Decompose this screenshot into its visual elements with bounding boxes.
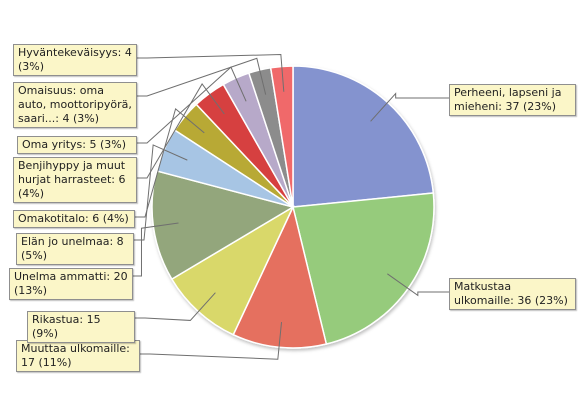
slice-label-omaisuus: Omaisuus: oma auto, moottoripyörä, saari… xyxy=(13,82,137,128)
leader-line-unelma-ammatti xyxy=(133,222,179,277)
slice-label-muuttaa: Muuttaa ulkomaille: 17 (11%) xyxy=(16,340,140,372)
leader-line-oma-yritys xyxy=(137,66,247,144)
slice-label-omakotitalo: Omakotitalo: 6 (4%) xyxy=(13,210,135,228)
leader-line-omakotitalo xyxy=(135,108,205,218)
slice-label-hyvantekevaisyys: Hyväntekeväisyys: 4 (3%) xyxy=(13,44,137,76)
slice-label-perheeni: Perheeni, lapseni ja mieheni: 37 (23%) xyxy=(449,84,576,116)
leader-line-muuttaa xyxy=(140,321,283,360)
leader-line-hyvantekevaisyys xyxy=(137,53,285,92)
leader-line-perheeni xyxy=(370,92,449,122)
leader-line-omaisuus xyxy=(137,57,267,97)
slice-label-oma-yritys: Oma yritys: 5 (3%) xyxy=(17,136,137,154)
leader-line-rikastua xyxy=(135,292,216,321)
slice-label-elan-jo-unelmaa: Elän jo unelmaa: 8 (5%) xyxy=(16,233,134,265)
pie-slices xyxy=(151,65,435,349)
leader-line-benjihyppy xyxy=(137,83,225,179)
slice-label-rikastua: Rikastua: 15 (9%) xyxy=(27,311,135,343)
leader-line-matkustaa xyxy=(387,273,449,297)
slice-label-unelma-ammatti: Unelma ammatti: 20 (13%) xyxy=(9,268,133,300)
slice-label-benjihyppy: Benjihyppy ja muut hurjat harrasteet: 6 … xyxy=(13,157,137,203)
leader-lines xyxy=(133,53,449,360)
pie-slice-perheeni xyxy=(292,65,435,208)
slice-label-matkustaa: Matkustaa ulkomaille: 36 (23%) xyxy=(449,278,576,310)
leader-line-elan-jo-unelmaa xyxy=(134,144,188,241)
